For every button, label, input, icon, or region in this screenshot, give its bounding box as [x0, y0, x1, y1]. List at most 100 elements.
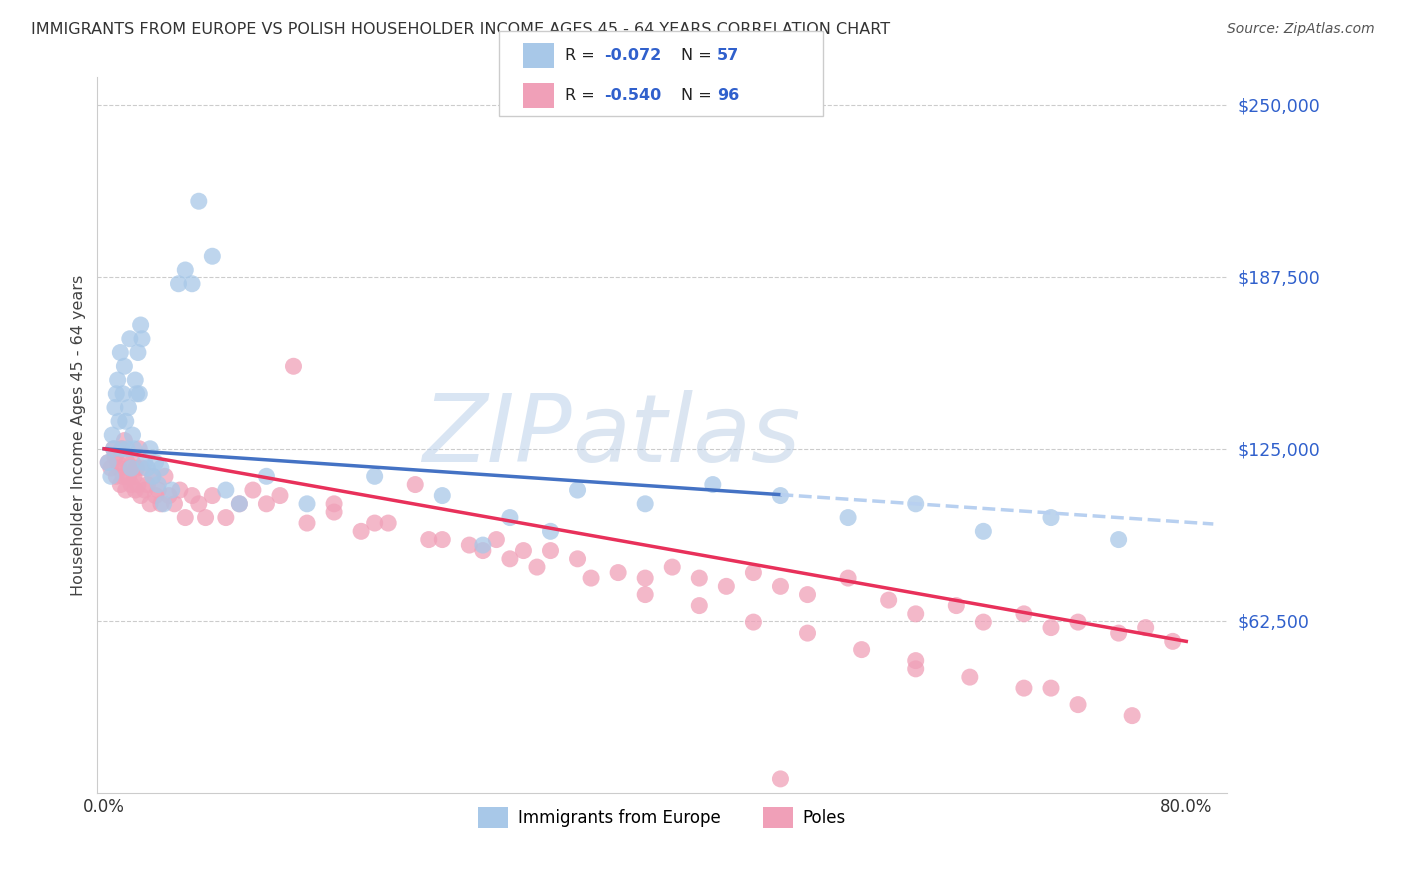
Point	[149, 497, 172, 511]
Point	[110, 477, 132, 491]
Point	[105, 469, 128, 483]
Point	[254, 497, 277, 511]
Point	[122, 442, 145, 456]
Point	[471, 543, 494, 558]
Point	[148, 477, 170, 491]
Point	[136, 477, 159, 491]
Point	[904, 607, 927, 621]
Point	[127, 477, 149, 491]
Point	[112, 386, 135, 401]
Y-axis label: Householder Income Ages 45 - 64 years: Householder Income Ages 45 - 64 years	[72, 275, 86, 596]
Point	[174, 263, 197, 277]
Point	[1108, 533, 1130, 547]
Point	[688, 571, 710, 585]
Point	[131, 461, 153, 475]
Point	[972, 524, 994, 539]
Point	[103, 442, 125, 456]
Point	[363, 469, 385, 483]
Point	[1012, 681, 1035, 695]
Point	[432, 533, 454, 547]
Text: IMMIGRANTS FROM EUROPE VS POLISH HOUSEHOLDER INCOME AGES 45 - 64 YEARS CORRELATI: IMMIGRANTS FROM EUROPE VS POLISH HOUSEHO…	[31, 22, 890, 37]
Text: N =: N =	[681, 88, 717, 103]
Point	[187, 497, 209, 511]
Point	[129, 489, 152, 503]
Point	[174, 510, 197, 524]
Point	[404, 477, 426, 491]
Point	[458, 538, 481, 552]
Point	[127, 345, 149, 359]
Point	[201, 249, 224, 263]
Point	[228, 497, 250, 511]
Point	[115, 442, 138, 456]
Point	[125, 386, 148, 401]
Point	[769, 489, 792, 503]
Text: ZIP: ZIP	[422, 390, 572, 481]
Point	[148, 483, 170, 497]
Point	[1067, 615, 1090, 629]
Point	[152, 497, 174, 511]
Point	[169, 483, 191, 497]
Point	[323, 505, 346, 519]
Point	[796, 588, 818, 602]
Point	[972, 615, 994, 629]
Point	[117, 469, 139, 483]
Point	[112, 434, 135, 448]
Point	[471, 538, 494, 552]
Text: R =: R =	[565, 88, 600, 103]
Point	[194, 510, 217, 524]
Text: R =: R =	[565, 48, 600, 62]
Point	[125, 461, 148, 475]
Text: N =: N =	[681, 48, 717, 62]
Point	[283, 359, 305, 374]
Point	[499, 510, 522, 524]
Point	[742, 566, 765, 580]
Text: atlas: atlas	[572, 390, 800, 481]
Point	[1040, 681, 1063, 695]
Point	[145, 489, 167, 503]
Point	[157, 489, 180, 503]
Point	[904, 654, 927, 668]
Point	[97, 456, 120, 470]
Point	[100, 469, 122, 483]
Point	[105, 386, 128, 401]
Text: Source: ZipAtlas.com: Source: ZipAtlas.com	[1227, 22, 1375, 37]
Point	[1012, 607, 1035, 621]
Point	[295, 497, 318, 511]
Point	[124, 373, 146, 387]
Point	[163, 497, 186, 511]
Point	[181, 277, 204, 291]
Point	[945, 599, 967, 613]
Point	[97, 456, 120, 470]
Point	[121, 428, 143, 442]
Point	[112, 359, 135, 374]
Point	[579, 571, 602, 585]
Point	[121, 456, 143, 470]
Point	[363, 516, 385, 530]
Point	[215, 483, 238, 497]
Point	[661, 560, 683, 574]
Point	[837, 571, 859, 585]
Point	[153, 469, 176, 483]
Point	[1121, 708, 1143, 723]
Point	[1067, 698, 1090, 712]
Point	[716, 579, 738, 593]
Legend: Immigrants from Europe, Poles: Immigrants from Europe, Poles	[471, 801, 852, 834]
Point	[134, 456, 156, 470]
Point	[134, 483, 156, 497]
Point	[187, 194, 209, 209]
Point	[769, 772, 792, 786]
Point	[108, 414, 131, 428]
Point	[114, 414, 136, 428]
Point	[100, 461, 122, 475]
Point	[111, 442, 134, 456]
Point	[115, 456, 138, 470]
Point	[124, 483, 146, 497]
Point	[851, 642, 873, 657]
Point	[118, 332, 141, 346]
Point	[118, 461, 141, 475]
Point	[877, 593, 900, 607]
Point	[634, 497, 657, 511]
Point	[418, 533, 440, 547]
Point	[112, 469, 135, 483]
Point	[323, 497, 346, 511]
